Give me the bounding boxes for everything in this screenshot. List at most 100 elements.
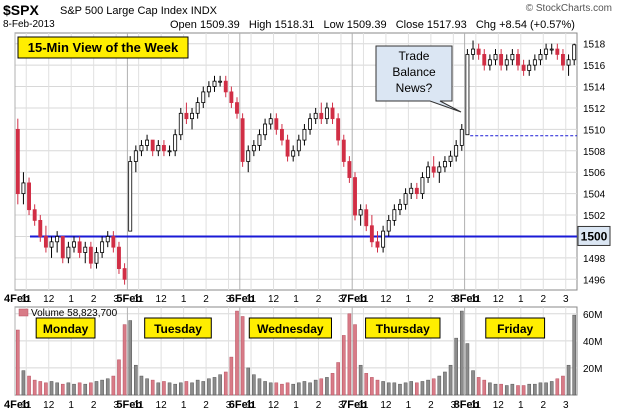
volume-x-tick-label: 1 bbox=[406, 400, 412, 411]
volume-bar bbox=[381, 381, 385, 396]
price-x-tick-label: 5Feb bbox=[116, 293, 142, 305]
candle-body bbox=[167, 150, 172, 153]
volume-x-tick-label: 3 bbox=[338, 400, 344, 411]
volume-bar bbox=[16, 329, 20, 396]
volume-bar bbox=[572, 314, 576, 396]
candle-body bbox=[60, 236, 65, 259]
volume-bar bbox=[246, 367, 251, 396]
price-tick-label: 1508 bbox=[583, 147, 606, 158]
volume-bar bbox=[566, 364, 571, 396]
volume-bar bbox=[341, 335, 346, 396]
ticker-symbol: $SPX bbox=[3, 2, 39, 18]
price-x-tick-label: 1 bbox=[68, 294, 74, 305]
candle-body bbox=[27, 182, 31, 211]
candle-body bbox=[212, 80, 217, 87]
candle-body bbox=[341, 139, 346, 162]
volume-bar bbox=[77, 382, 82, 396]
price-x-tick-label: 12 bbox=[156, 294, 168, 305]
candle-body bbox=[403, 193, 408, 205]
price-x-tick-label: 2 bbox=[316, 294, 322, 305]
volume-bar bbox=[280, 383, 284, 396]
price-tick-label: 1518 bbox=[583, 40, 606, 51]
volume-bar bbox=[448, 364, 453, 396]
day-label: Friday bbox=[497, 322, 533, 336]
volume-x-tick-label: 1 bbox=[518, 400, 524, 411]
volume-bar bbox=[105, 378, 110, 396]
candle-body bbox=[274, 118, 279, 130]
candle-body bbox=[516, 54, 520, 66]
volume-bar bbox=[195, 379, 200, 396]
price-x-tick-label: 1 bbox=[406, 294, 412, 305]
low-label: Low bbox=[323, 19, 344, 31]
annotation-line-1: Trade bbox=[399, 49, 430, 63]
volume-bar bbox=[150, 379, 155, 396]
volume-bar bbox=[426, 379, 430, 396]
volume-bar bbox=[167, 382, 172, 396]
volume-x-tick-label: 12 bbox=[43, 400, 55, 411]
price-x-tick-label: 12 bbox=[493, 294, 505, 305]
candle-body bbox=[527, 64, 532, 71]
price-x-tick-label: 12 bbox=[268, 294, 280, 305]
candle-body bbox=[521, 64, 526, 71]
chart-title: 15-Min View of the Week bbox=[28, 40, 179, 55]
volume-bar bbox=[173, 383, 177, 396]
volume-bar bbox=[263, 381, 267, 396]
volume-bar bbox=[218, 374, 222, 396]
volume-bar bbox=[207, 378, 211, 396]
price-x-tick-label: 3 bbox=[113, 294, 119, 305]
reference-line-label: 1500 bbox=[581, 229, 608, 243]
candle-body bbox=[532, 59, 537, 66]
reference-line-label-box bbox=[577, 225, 611, 246]
volume-bar bbox=[60, 383, 65, 396]
candle-body bbox=[566, 59, 571, 66]
volume-x-tick-label: 8Feb bbox=[454, 399, 480, 411]
price-x-tick-label: 7Feb bbox=[341, 293, 367, 305]
volume-bar bbox=[83, 383, 88, 396]
price-x-tick-label: 3 bbox=[338, 294, 344, 305]
volume-bar bbox=[392, 382, 397, 396]
day-label-box bbox=[365, 317, 441, 339]
annotation-callout bbox=[375, 45, 462, 113]
volume-bar bbox=[128, 320, 133, 396]
price-x-tick-label: 12 bbox=[43, 294, 55, 305]
candle-body bbox=[302, 128, 307, 141]
volume-bar bbox=[370, 377, 374, 396]
open-label: Open bbox=[170, 19, 197, 31]
candle-body bbox=[111, 236, 116, 248]
volume-bar bbox=[252, 374, 256, 396]
ohlc-readout: Open 1509.39 High 1518.31 Low 1509.39 Cl… bbox=[170, 19, 575, 31]
volume-x-tick-label: 11 bbox=[471, 400, 482, 411]
volume-legend-text: Volume 58,823,700 bbox=[31, 308, 118, 319]
volume-bar bbox=[156, 382, 161, 396]
candle-body bbox=[88, 246, 93, 264]
candle-body bbox=[268, 118, 273, 125]
candle-body bbox=[223, 80, 228, 93]
price-x-tick-label: 11 bbox=[471, 294, 482, 305]
volume-x-tick-label: 3 bbox=[563, 400, 569, 411]
close-label: Close bbox=[395, 19, 424, 31]
candle-body bbox=[471, 48, 475, 55]
price-tick-label: 1504 bbox=[583, 190, 606, 201]
high-value: 1518.31 bbox=[274, 19, 315, 31]
candle-body bbox=[482, 54, 487, 66]
candle-body bbox=[161, 145, 166, 152]
volume-bar bbox=[386, 382, 391, 396]
price-x-tick-label: 2 bbox=[203, 294, 209, 305]
volume-x-tick-label: 1 bbox=[181, 400, 187, 411]
candle-body bbox=[319, 112, 324, 120]
price-tick-label: 1496 bbox=[583, 275, 606, 286]
volume-bar bbox=[549, 381, 554, 396]
annotation-line-2: Balance bbox=[392, 65, 436, 79]
volume-bar bbox=[409, 381, 414, 396]
volume-x-tick-label: 6Feb bbox=[229, 399, 255, 411]
volume-bar bbox=[415, 382, 419, 396]
volume-bar bbox=[291, 383, 295, 396]
volume-bar bbox=[134, 364, 138, 396]
volume-bar bbox=[49, 381, 54, 396]
day-label: Monday bbox=[43, 322, 89, 336]
candle-body bbox=[251, 145, 256, 152]
day-label: Tuesday bbox=[154, 322, 202, 336]
candle-body bbox=[347, 161, 352, 178]
volume-bar bbox=[32, 379, 37, 396]
candle-body bbox=[409, 187, 414, 195]
